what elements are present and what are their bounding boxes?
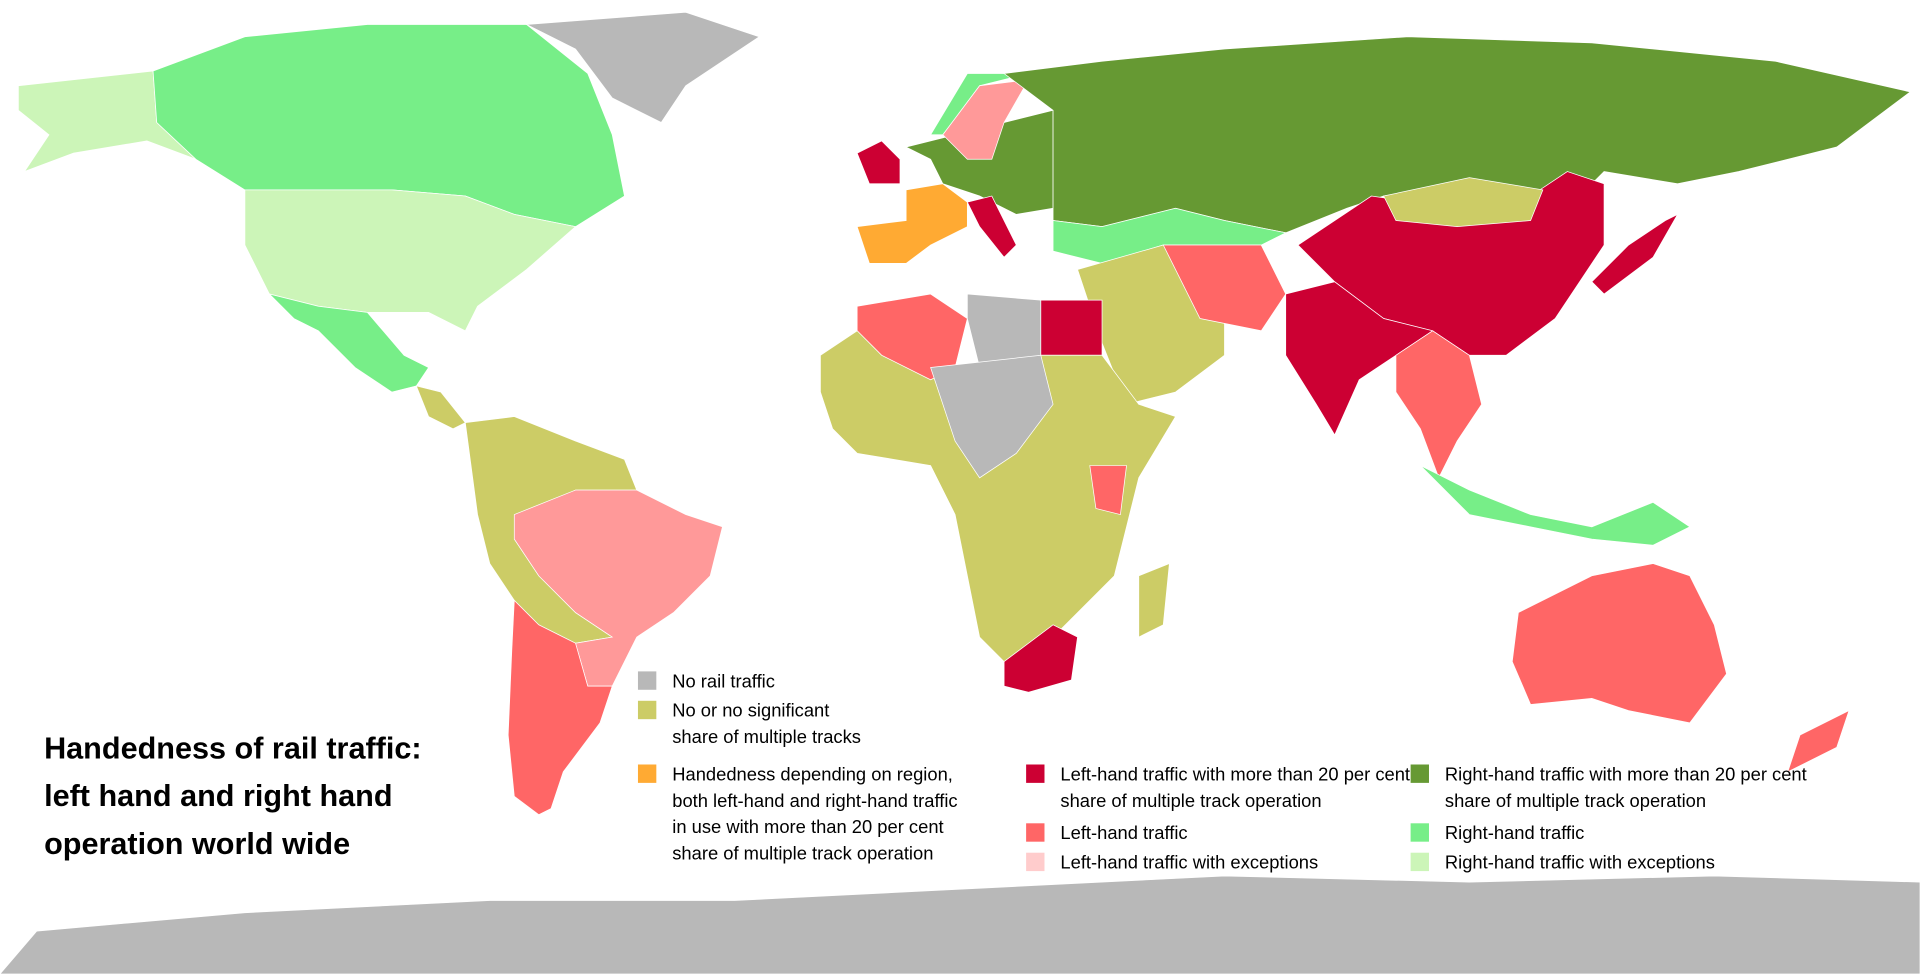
legend-label: Left-hand traffic xyxy=(1060,822,1187,843)
legend-label: share of multiple track operation xyxy=(672,842,933,863)
legend-label: Right-hand traffic xyxy=(1445,822,1584,843)
uk xyxy=(856,140,901,185)
madagascar xyxy=(1138,563,1170,638)
indonesia xyxy=(1420,465,1691,546)
egypt xyxy=(1040,299,1103,356)
france-spain xyxy=(856,183,968,264)
italy xyxy=(966,195,1017,258)
legend-swatch xyxy=(1026,823,1045,842)
iran xyxy=(1162,244,1287,332)
legend-swatch xyxy=(637,671,657,690)
south-africa xyxy=(1003,624,1078,693)
legend-swatch xyxy=(1026,764,1045,783)
legend-label: Right-hand traffic with exceptions xyxy=(1445,852,1715,873)
legend-swatch xyxy=(637,764,657,783)
new-zealand xyxy=(1787,709,1850,773)
antarctica xyxy=(0,875,1920,974)
brazil xyxy=(513,489,723,687)
india xyxy=(1285,281,1434,436)
legend-label: share of multiple track operation xyxy=(1445,790,1706,811)
legend-swatch xyxy=(1410,852,1429,872)
turkey-caucasus xyxy=(1052,207,1287,264)
legend-label: in use with more than 20 per cent xyxy=(672,816,943,837)
central-america xyxy=(415,385,466,430)
legend-swatch xyxy=(1026,852,1045,872)
australia xyxy=(1511,563,1727,724)
legend-swatch xyxy=(1410,764,1429,783)
legend-label: share of multiple tracks xyxy=(672,726,861,747)
sweden xyxy=(942,79,1030,160)
japan xyxy=(1591,213,1679,295)
legend-label: Right-hand traffic with more than 20 per… xyxy=(1445,763,1807,784)
title-line: left hand and right hand xyxy=(44,779,392,813)
legend-label: Handedness depending on region, xyxy=(672,763,953,784)
greenland xyxy=(525,11,761,123)
title-line: Handedness of rail traffic: xyxy=(44,731,422,765)
legend-label: No or no significant xyxy=(672,700,829,721)
legend-swatch xyxy=(637,700,657,720)
kenya xyxy=(1089,465,1127,516)
legend-label: Left-hand traffic with more than 20 per … xyxy=(1060,763,1410,784)
title-line: operation world wide xyxy=(44,827,350,861)
legend-label: Left-hand traffic with exceptions xyxy=(1060,852,1318,873)
argentina-chile xyxy=(507,599,613,816)
legend-label: both left-hand and right-hand traffic xyxy=(672,790,957,811)
legend-swatch xyxy=(1410,823,1429,842)
legend-label: share of multiple track operation xyxy=(1060,790,1321,811)
sahel xyxy=(930,354,1054,479)
southeast-asia xyxy=(1395,330,1483,479)
land xyxy=(0,11,1920,974)
legend-label: No rail traffic xyxy=(672,670,775,691)
mongolia xyxy=(1383,177,1544,228)
